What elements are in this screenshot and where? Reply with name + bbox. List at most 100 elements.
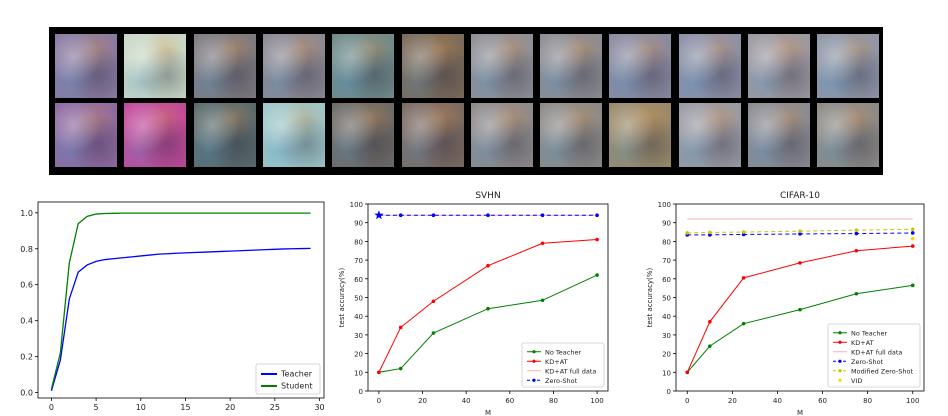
y-tick-label: 0.0: [20, 389, 33, 398]
data-point: [595, 237, 599, 242]
data-point: [398, 213, 403, 218]
series-line: [687, 232, 913, 236]
y-tick-label: 90: [354, 220, 363, 228]
series-line: [686, 245, 913, 373]
data-point: [798, 232, 802, 236]
generated-sample-image: [193, 34, 256, 98]
data-point: [854, 231, 859, 236]
x-tick-label: 100: [906, 397, 919, 405]
x-tick-label: 40: [773, 397, 782, 405]
generated-sample-image: [540, 103, 603, 167]
x-tick-label: 100: [590, 397, 603, 405]
y-tick-label: 80: [354, 238, 363, 246]
generated-sample-image: [262, 103, 325, 167]
y-tick-label: 0.2: [20, 353, 33, 362]
chart-teacher-student: 0 5 10 15 20 25 30 0.0 0.2 0.4 0.6 0.8 1.0 Teacher Stu…: [20, 201, 325, 412]
legend-label: Teacher: [280, 370, 313, 379]
y-tick-label: 0: [359, 388, 363, 396]
legend-marker: [532, 350, 536, 354]
data-point: [910, 244, 915, 248]
data-point: [398, 366, 403, 371]
legend-label: No Teacher: [545, 348, 581, 356]
generated-sample-image: [332, 34, 395, 98]
y-tick-label: 40: [662, 313, 671, 321]
generated-image-strip: [49, 27, 883, 175]
data-point: [741, 321, 746, 326]
data-point: [377, 370, 381, 375]
series-line: [50, 212, 311, 390]
generated-sample-image: [470, 103, 533, 167]
data-point: [741, 276, 746, 280]
series-line: [378, 274, 598, 373]
x-tick-label: 0: [377, 397, 381, 405]
generated-sample-image: [609, 103, 672, 167]
x-tick-label: 20: [418, 397, 427, 405]
x-tick-label: 10: [136, 403, 146, 412]
data-point: [540, 213, 545, 218]
series-line: [686, 284, 913, 373]
data-point: [910, 231, 915, 235]
generated-sample-image: [401, 103, 464, 167]
legend-marker: [532, 359, 536, 363]
y-tick-label: 0.4: [20, 317, 33, 326]
y-tick-label: 60: [662, 276, 671, 284]
legend-marker: [838, 369, 842, 373]
y-tick-label: 30: [662, 332, 671, 340]
generated-sample-image: [678, 34, 741, 98]
generated-sample-image: [55, 34, 117, 98]
legend-marker: [838, 359, 842, 363]
generated-sample-image: [748, 34, 810, 98]
data-point: [595, 273, 599, 277]
generated-sample-image: [817, 34, 880, 98]
x-tick-label: 40: [462, 397, 471, 405]
x-tick-label: 80: [549, 397, 558, 405]
chart-cifar10: CIFAR-10 0 20 40 60 80 100 0 10 20 30 40 50 60 70 80 90 1…: [646, 191, 925, 416]
generated-sample-image: [678, 103, 741, 167]
generated-sample-image: [609, 34, 672, 98]
data-point: [540, 241, 545, 246]
data-point: [595, 213, 599, 218]
generated-sample-image: [470, 34, 533, 98]
data-point: [854, 291, 859, 296]
y-tick-label: 100: [350, 201, 363, 209]
data-point: [540, 298, 545, 303]
y-tick-label: 60: [354, 276, 363, 284]
y-tick-label: 70: [354, 257, 363, 265]
legend-box: [827, 323, 921, 388]
x-tick-label: 30: [314, 403, 324, 412]
x-axis-label: M: [797, 409, 803, 416]
legend-label: No Teacher: [851, 329, 887, 337]
data-point: [685, 231, 690, 235]
y-axis-label: test accuracy(%): [646, 268, 654, 328]
x-tick-label: 15: [180, 403, 190, 412]
generated-sample-image: [332, 103, 395, 167]
legend-marker: [838, 340, 842, 344]
y-tick-label: 50: [662, 295, 671, 303]
data-point: [486, 213, 490, 218]
legend-box: [521, 342, 605, 388]
generated-sample-image: [124, 103, 187, 167]
star-marker: [374, 210, 384, 220]
y-tick-label: 20: [662, 351, 671, 359]
legend-label: Zero-Shot: [545, 377, 578, 385]
generated-sample-image: [262, 34, 325, 98]
data-point: [708, 344, 712, 348]
x-tick-label: 20: [728, 397, 737, 405]
x-tick-label: 60: [505, 397, 514, 405]
data-point: [431, 331, 436, 335]
data-point: [741, 230, 746, 234]
y-tick-label: 10: [354, 369, 363, 377]
data-point: [431, 299, 436, 304]
y-tick-label: 0.6: [20, 281, 33, 290]
chart-title: SVHN: [475, 191, 500, 201]
x-axis-label: M: [485, 409, 491, 416]
y-tick-label: 90: [662, 220, 671, 228]
data-point: [398, 325, 403, 330]
y-tick-label: 1.0: [20, 209, 33, 218]
generated-sample-image: [817, 103, 880, 167]
x-tick-label: 25: [270, 403, 280, 412]
x-tick-label: 20: [225, 403, 235, 412]
y-tick-label: 100: [658, 201, 671, 209]
data-point: [910, 283, 915, 288]
series-line: [378, 239, 598, 373]
